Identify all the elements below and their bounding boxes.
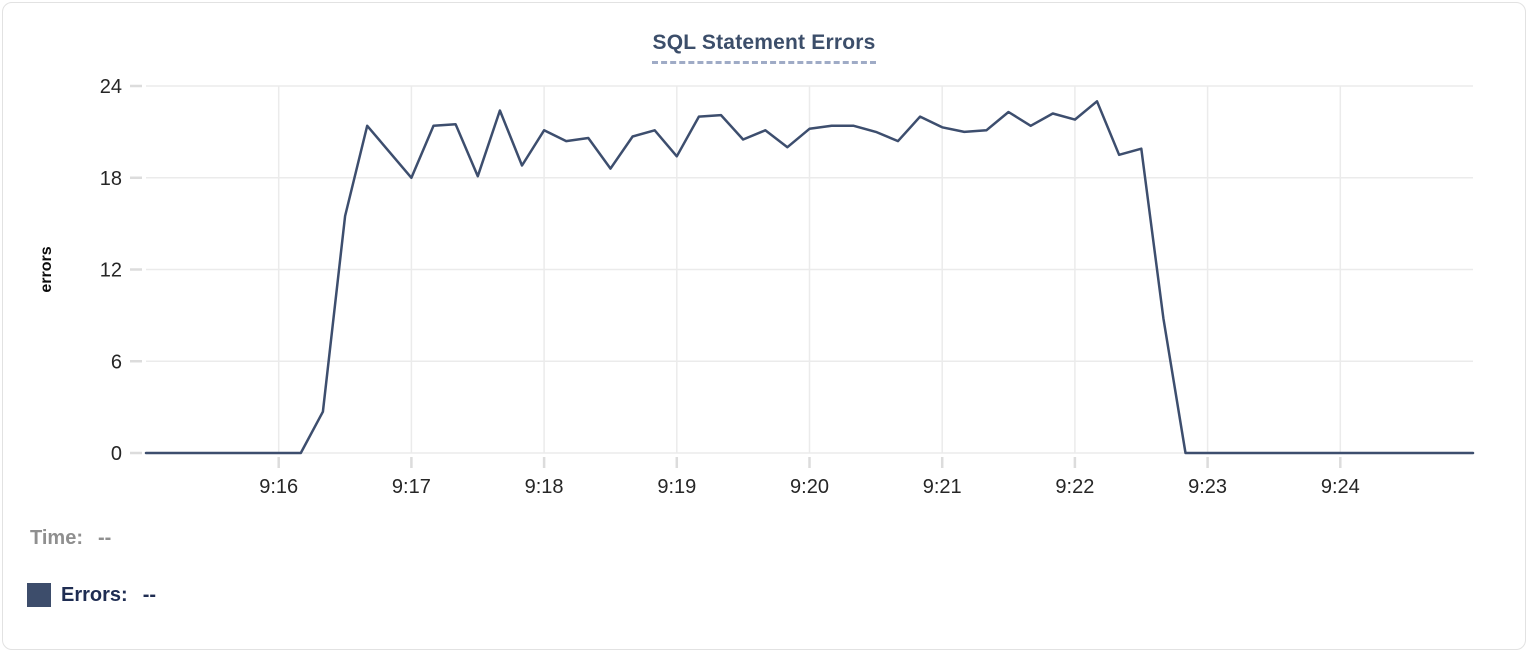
errors-series-swatch <box>27 583 51 607</box>
x-tick-label: 9:23 <box>1188 476 1227 498</box>
y-tick-label: 12 <box>100 260 122 282</box>
x-tick-label: 9:17 <box>392 476 431 498</box>
chart-svg[interactable]: 0 6 12 18 24 9:16 9:17 9:18 9:19 9:20 9:21 9:22 9:23… <box>3 3 1526 515</box>
hover-readout-time: Time: -- <box>30 527 111 550</box>
y-tick-label: 24 <box>100 76 122 98</box>
chart-title[interactable]: SQL Statement Errors <box>652 31 876 64</box>
x-tick-label: 9:16 <box>259 476 298 498</box>
chart-header: SQL Statement Errors <box>3 31 1525 64</box>
x-tick-label: 9:20 <box>790 476 829 498</box>
x-tick-label: 9:18 <box>525 476 564 498</box>
errors-label: Errors: <box>61 583 128 606</box>
x-tick-label: 9:21 <box>923 476 962 498</box>
errors-value: -- <box>142 583 157 606</box>
legend-item-errors: Errors: -- <box>27 583 156 607</box>
y-tick-label: 6 <box>111 351 122 373</box>
errors-line-series[interactable] <box>144 100 1475 455</box>
y-tick-label: 0 <box>111 443 122 465</box>
time-label: Time: <box>30 527 83 549</box>
x-tick-label: 9:22 <box>1055 476 1094 498</box>
y-axis-title: errors <box>38 246 55 292</box>
x-tick-label: 9:24 <box>1321 476 1360 498</box>
time-value: -- <box>97 527 112 549</box>
x-tick-label: 9:19 <box>657 476 696 498</box>
y-tick-label: 18 <box>100 168 122 190</box>
